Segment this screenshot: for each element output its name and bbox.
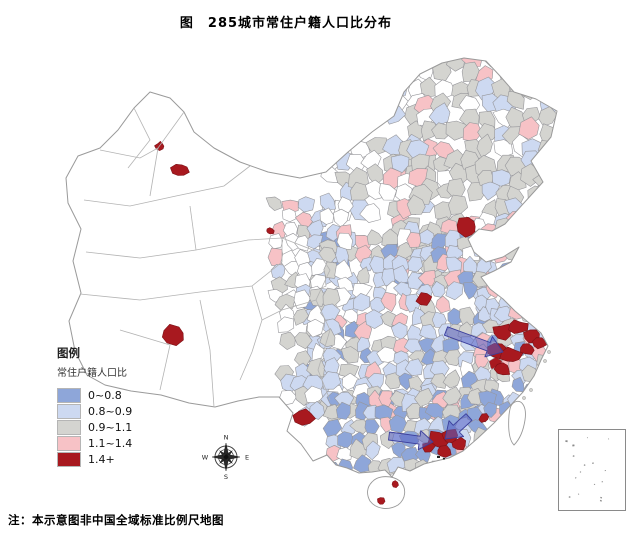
legend-label: 0~0.8 <box>88 388 122 402</box>
high-ratio-city <box>508 319 529 334</box>
province-boundary <box>239 285 263 381</box>
coastal-island <box>547 350 551 354</box>
legend-swatch <box>57 451 81 467</box>
high-ratio-city <box>478 413 490 423</box>
legend-label: 0.9~1.1 <box>88 420 133 434</box>
high-ratio-city <box>437 445 452 458</box>
legend-heading: 图例 <box>57 346 80 360</box>
high-ratio-city <box>391 480 399 488</box>
province-boundary <box>261 237 331 321</box>
legend-swatch <box>57 419 81 435</box>
coastal-island <box>543 359 547 363</box>
inset-island-mark <box>600 496 603 499</box>
inset-island-mark <box>574 477 577 479</box>
figure-title: 图 285城市常住户籍人口比分布 <box>179 16 393 31</box>
legend-subheading: 常住户籍人口比 <box>57 368 127 379</box>
compass-letter: N <box>224 434 229 442</box>
province-boundary <box>199 299 215 408</box>
legend-label: 1.1~1.4 <box>88 436 133 450</box>
inset-island-mark <box>579 471 582 473</box>
legend-swatch <box>57 387 81 403</box>
inset-island-mark <box>565 440 568 443</box>
compass-letter: S <box>224 473 228 481</box>
legend-item: 1.1~1.4 <box>57 435 187 451</box>
high-ratio-city <box>520 343 535 355</box>
inset-island-mark <box>604 470 606 472</box>
inset-island-mark <box>572 455 575 457</box>
high-ratio-city <box>266 227 275 235</box>
legend-item: 1.4+ <box>57 451 187 467</box>
inset-islands <box>565 437 610 502</box>
compass-letter: E <box>245 454 249 462</box>
inset-island-mark <box>586 437 588 439</box>
coastal-island <box>529 388 533 392</box>
high-ratio-city <box>532 337 548 350</box>
legend-swatch <box>57 435 81 451</box>
inset-island-mark <box>608 438 610 440</box>
high-ratio-city <box>170 164 190 176</box>
compass-rose: N S E W <box>202 434 249 482</box>
hainan-island <box>367 476 406 509</box>
high-ratio-city <box>456 217 476 238</box>
legend-item: 0.9~1.1 <box>57 419 187 435</box>
legend-label: 0.8~0.9 <box>88 404 133 418</box>
inset-island-mark <box>572 444 575 447</box>
inset-island-mark <box>592 462 594 464</box>
province-boundary <box>149 147 159 197</box>
map-legend: 图例 常住户籍人口比 0~0.8 0.8~0.9 0.9~1.1 1.1~1.4 1.4… <box>57 345 187 467</box>
legend-rows: 0~0.8 0.8~0.9 0.9~1.1 1.1~1.4 1.4+ <box>57 387 187 467</box>
inset-island-mark <box>593 483 596 486</box>
legend-item: 0~0.8 <box>57 387 187 403</box>
province-boundary <box>127 107 151 169</box>
map-footnote: 注：本示意图非中国全域标准比例尺地图 <box>8 513 224 527</box>
high-ratio-city <box>415 292 433 306</box>
high-ratio-city <box>499 346 524 362</box>
national-boundary <box>65 57 558 478</box>
inset-island-mark <box>601 481 604 483</box>
migration-arrow <box>443 326 504 358</box>
high-ratio-city <box>377 497 386 505</box>
south-china-sea-inset <box>558 429 626 511</box>
inset-island-mark <box>568 496 571 498</box>
taiwan-island <box>508 400 526 446</box>
legend-swatch <box>57 403 81 419</box>
migration-arrow <box>444 413 473 440</box>
hk-macau-mark <box>443 458 445 460</box>
province-boundary <box>99 111 185 159</box>
coastal-island <box>522 396 526 400</box>
province-boundary <box>315 299 331 401</box>
province-boundary <box>119 329 171 391</box>
high-ratio-city <box>292 408 316 426</box>
inset-island-mark <box>599 499 602 502</box>
high-ratio-city <box>451 436 467 451</box>
inset-island-mark <box>583 464 586 466</box>
high-ratio-city <box>162 323 184 347</box>
province-boundary <box>83 165 251 207</box>
province-boundary <box>79 238 283 301</box>
hk-macau-mark <box>437 456 440 458</box>
legend-label: 1.4+ <box>88 452 115 466</box>
province-boundary <box>189 205 197 251</box>
high-ratio-city <box>493 362 511 376</box>
migration-arrow <box>388 430 434 451</box>
inset-island-mark <box>577 493 580 495</box>
compass-letter: W <box>202 454 209 462</box>
compass-hub <box>224 455 228 459</box>
legend-item: 0.8~0.9 <box>57 403 187 419</box>
